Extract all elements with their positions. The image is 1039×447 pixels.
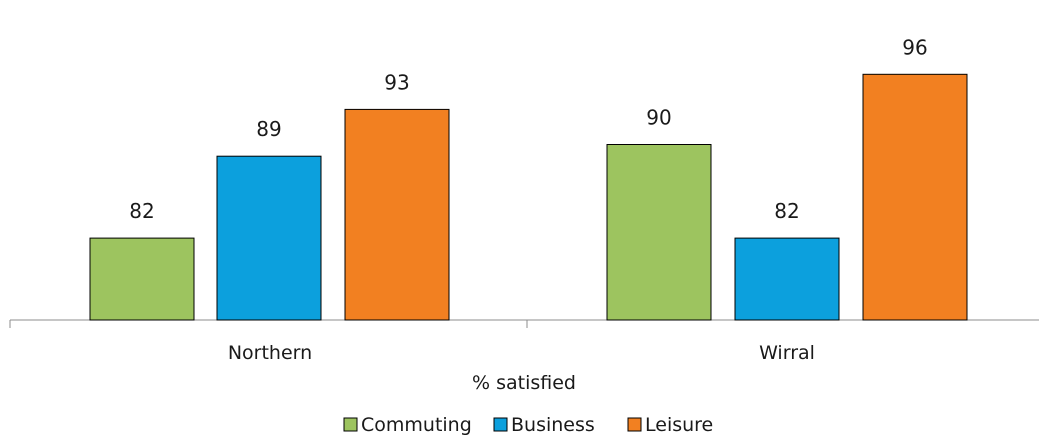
legend-swatch-leisure bbox=[627, 417, 642, 432]
x-axis-title: % satisfied bbox=[472, 372, 576, 394]
bar-leisure-northern bbox=[344, 108, 450, 321]
data-label-commuting-northern: 82 bbox=[129, 199, 154, 223]
category-labels-group: Northern Wirral bbox=[228, 342, 815, 364]
legend-label-commuting: Commuting bbox=[361, 414, 472, 436]
legend-label-leisure: Leisure bbox=[645, 414, 713, 436]
bar-commuting-northern bbox=[89, 237, 195, 321]
legend-swatch-commuting bbox=[343, 417, 358, 432]
category-label-northern: Northern bbox=[228, 342, 312, 364]
x-axis-ticks bbox=[9, 320, 528, 328]
bar-business-wirral bbox=[734, 237, 840, 321]
data-labels-group: 82 89 93 90 82 96 bbox=[129, 35, 927, 223]
legend: Commuting Business Leisure bbox=[343, 414, 713, 436]
legend-swatch-business bbox=[493, 417, 508, 432]
data-label-commuting-wirral: 90 bbox=[646, 106, 671, 130]
bar-business-northern bbox=[216, 155, 322, 321]
bar-leisure-wirral bbox=[862, 73, 968, 321]
bar-commuting-wirral bbox=[606, 144, 712, 321]
data-label-business-wirral: 82 bbox=[774, 199, 799, 223]
data-label-leisure-northern: 93 bbox=[384, 70, 409, 94]
data-label-leisure-wirral: 96 bbox=[902, 35, 927, 59]
legend-label-business: Business bbox=[511, 414, 595, 436]
bars-group bbox=[89, 73, 968, 321]
category-label-wirral: Wirral bbox=[759, 342, 815, 364]
data-label-business-northern: 89 bbox=[256, 117, 281, 141]
